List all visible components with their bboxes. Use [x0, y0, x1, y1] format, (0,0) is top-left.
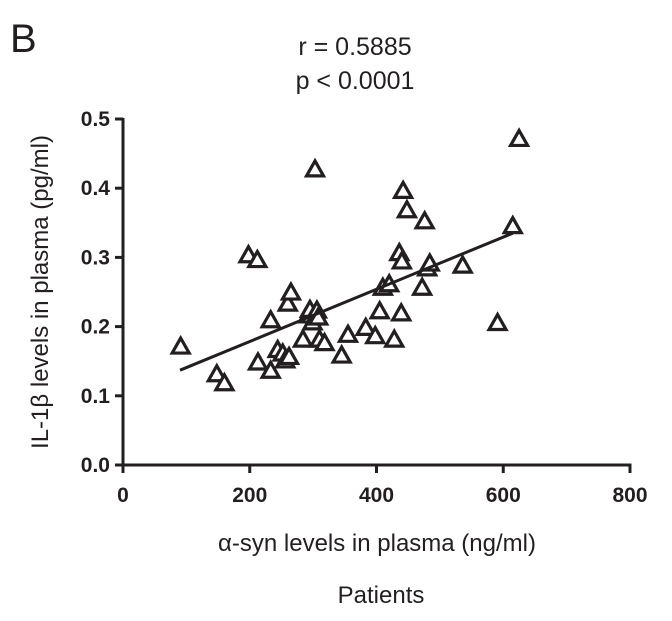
data-point — [507, 127, 531, 148]
regression-line — [179, 231, 514, 372]
data-point — [246, 248, 269, 269]
data-point — [389, 301, 413, 322]
y-tick-label: 0.1 — [81, 385, 111, 408]
data-point — [277, 345, 301, 366]
data-point — [291, 327, 315, 348]
data-point — [213, 371, 236, 392]
footer-label: Patients — [338, 582, 425, 609]
y-tick-label: 0.2 — [81, 316, 110, 339]
data-point — [354, 316, 377, 336]
data-point — [246, 350, 270, 371]
data-point — [276, 291, 300, 312]
data-point — [259, 308, 282, 329]
data-point — [451, 253, 474, 274]
x-tick-label: 800 — [612, 484, 647, 507]
data-point — [390, 249, 414, 270]
data-point — [205, 362, 229, 383]
data-point — [279, 280, 303, 301]
x-tick-label: 200 — [232, 484, 267, 507]
data-point — [410, 275, 434, 296]
x-tick-label: 400 — [359, 484, 394, 507]
x-axis-title: α-syn levels in plasma (ng/ml) — [218, 530, 536, 557]
data-point — [368, 299, 391, 320]
data-point — [313, 331, 336, 352]
y-axis-ticks: 0.0 0.1 0.2 0.3 0.4 0.5 — [81, 108, 123, 477]
p-value: p < 0.0001 — [296, 67, 415, 95]
x-tick-label: 0 — [117, 484, 129, 507]
y-tick-label: 0.4 — [81, 177, 111, 200]
data-point — [169, 334, 192, 355]
y-tick-label: 0.5 — [81, 108, 111, 131]
y-tick-label: 0.3 — [81, 246, 110, 269]
x-tick-label: 600 — [486, 484, 521, 507]
data-point — [363, 324, 387, 345]
data-point — [303, 157, 327, 178]
panel-label: B — [10, 17, 37, 61]
data-point — [395, 198, 419, 219]
correlation-coefficient: r = 0.5885 — [298, 33, 411, 61]
data-point — [259, 359, 282, 379]
data-points — [169, 127, 531, 392]
data-point — [382, 327, 406, 348]
data-point — [330, 343, 353, 364]
data-point — [501, 214, 525, 235]
data-point — [391, 179, 415, 199]
data-point — [336, 323, 360, 343]
data-point — [413, 209, 436, 230]
data-point — [486, 311, 509, 332]
y-tick-label: 0.0 — [81, 454, 110, 477]
y-axis-title: IL-1β levels in plasma (pg/ml) — [27, 135, 54, 449]
x-axis-ticks: 0 200 400 600 800 — [117, 465, 648, 507]
